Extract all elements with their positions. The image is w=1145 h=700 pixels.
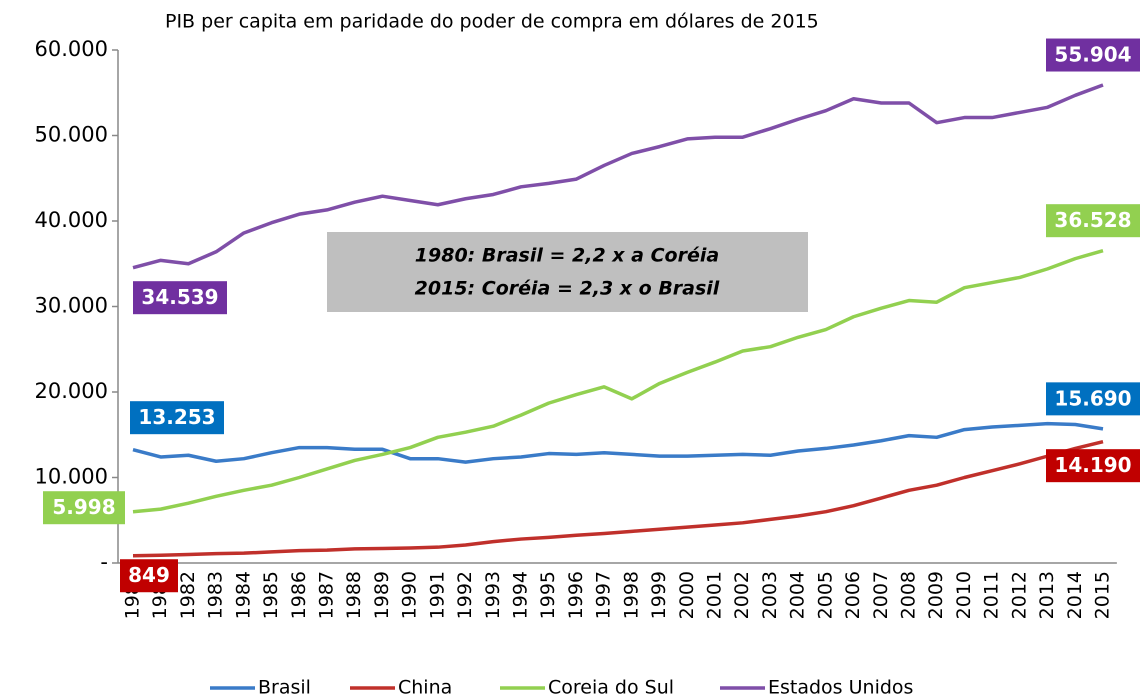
x-tick-label: 2006 [842, 571, 864, 619]
x-tick-label: 1993 [482, 571, 504, 619]
x-tick-label: 2013 [1036, 571, 1058, 619]
x-tick-label: 2001 [704, 571, 726, 619]
x-tick-label: 1991 [426, 571, 448, 619]
value-label: 13.253 [138, 405, 215, 429]
value-label: 5.998 [52, 495, 115, 519]
y-tick-label: 50.000 [35, 123, 108, 147]
x-tick-label: 1996 [565, 571, 587, 619]
x-tick-label: 1984 [232, 571, 254, 619]
value-label: 849 [128, 563, 170, 587]
legend-label: Brasil [258, 677, 311, 699]
x-tick-label: 1995 [537, 571, 559, 619]
series-line [132, 421, 1104, 464]
x-tick-label: 2009 [925, 571, 947, 619]
x-tick-label: 2012 [1008, 571, 1030, 619]
y-tick-label: 60.000 [35, 37, 108, 61]
y-tick-label: - [100, 550, 108, 574]
legend-label: Coreia do Sul [548, 677, 674, 699]
value-label-box [1046, 38, 1140, 72]
x-tick-label: 2008 [898, 571, 920, 619]
x-tick-label: 1992 [454, 571, 476, 619]
x-tick-label: 1989 [371, 571, 393, 619]
y-tick-label: 20.000 [35, 379, 108, 403]
x-tick-label: 1997 [593, 571, 615, 619]
x-tick-label: 2015 [1092, 571, 1114, 619]
value-label-box [133, 281, 227, 315]
y-tick-label: 40.000 [35, 208, 108, 232]
x-tick-label: 1988 [343, 571, 365, 619]
value-label-box [130, 401, 224, 435]
x-tick-label: 1982 [177, 571, 199, 619]
value-label-box [43, 491, 125, 525]
y-tick-label: 30.000 [35, 294, 108, 318]
annotation: 2015: Coréia = 2,3 x o Brasil [415, 278, 720, 300]
x-tick-label: 2003 [759, 571, 781, 619]
value-label: 36.528 [1054, 208, 1131, 232]
x-tick-label: 2014 [1064, 571, 1086, 619]
value-label-box [1046, 204, 1140, 238]
series-line [132, 439, 1104, 558]
value-label-box [1046, 382, 1140, 416]
x-tick-label: 2007 [870, 571, 892, 619]
x-tick-label: 1987 [316, 571, 338, 619]
legend-label: Estados Unidos [768, 677, 913, 699]
x-tick-label: 2011 [981, 571, 1003, 619]
x-tick-label: 2005 [814, 571, 836, 619]
x-tick-label: 1994 [510, 571, 532, 619]
x-tick-label: 2002 [731, 571, 753, 619]
x-tick-label: 1998 [620, 571, 642, 619]
x-tick-label: 1983 [205, 571, 227, 619]
x-tick-label: 2000 [676, 571, 698, 619]
x-tick-label: 2004 [787, 571, 809, 619]
chart-title: PIB per capita em paridade do poder de c… [165, 11, 819, 33]
series-line [132, 249, 1104, 514]
series-line [132, 83, 1104, 270]
x-tick-label: 1985 [260, 571, 282, 619]
value-label-box [1046, 449, 1140, 483]
x-tick-label: 1986 [288, 571, 310, 619]
x-tick-label: 1990 [399, 571, 421, 619]
annotation-box [327, 232, 808, 312]
value-label: 15.690 [1054, 386, 1131, 410]
value-label: 55.904 [1054, 43, 1131, 67]
legend-label: China [398, 677, 452, 699]
x-tick-label: 2010 [953, 571, 975, 619]
value-label-box [120, 559, 178, 593]
annotation: 1980: Brasil = 2,2 x a Coréia [415, 245, 719, 267]
value-label: 14.190 [1054, 453, 1131, 477]
x-tick-label: 1999 [648, 571, 670, 619]
y-tick-label: 10.000 [35, 465, 108, 489]
value-label: 34.539 [141, 285, 218, 309]
